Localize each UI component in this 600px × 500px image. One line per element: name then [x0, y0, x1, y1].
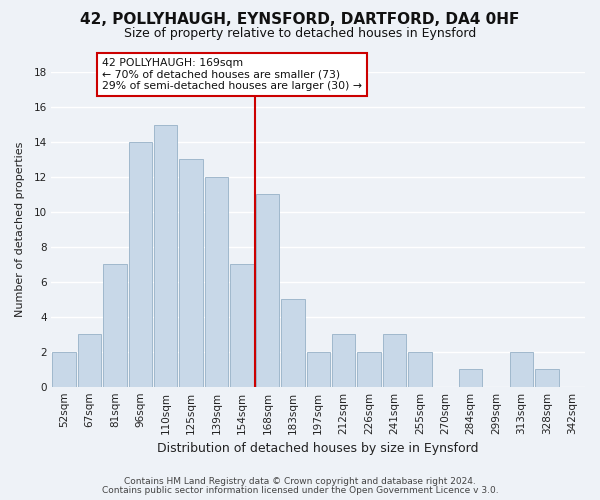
Bar — [383, 334, 406, 386]
Text: Contains HM Land Registry data © Crown copyright and database right 2024.: Contains HM Land Registry data © Crown c… — [124, 477, 476, 486]
Bar — [128, 142, 152, 386]
Bar — [459, 369, 482, 386]
Text: 42 POLLYHAUGH: 169sqm
← 70% of detached houses are smaller (73)
29% of semi-deta: 42 POLLYHAUGH: 169sqm ← 70% of detached … — [102, 58, 362, 92]
X-axis label: Distribution of detached houses by size in Eynsford: Distribution of detached houses by size … — [157, 442, 479, 455]
Bar — [78, 334, 101, 386]
Bar — [103, 264, 127, 386]
Bar — [52, 352, 76, 386]
Bar — [408, 352, 431, 386]
Bar — [154, 124, 178, 386]
Bar — [256, 194, 279, 386]
Text: 42, POLLYHAUGH, EYNSFORD, DARTFORD, DA4 0HF: 42, POLLYHAUGH, EYNSFORD, DARTFORD, DA4 … — [80, 12, 520, 28]
Y-axis label: Number of detached properties: Number of detached properties — [15, 142, 25, 317]
Bar — [179, 160, 203, 386]
Bar — [358, 352, 381, 386]
Text: Contains public sector information licensed under the Open Government Licence v : Contains public sector information licen… — [101, 486, 499, 495]
Bar — [230, 264, 254, 386]
Bar — [307, 352, 330, 386]
Bar — [535, 369, 559, 386]
Bar — [510, 352, 533, 386]
Bar — [281, 300, 305, 386]
Text: Size of property relative to detached houses in Eynsford: Size of property relative to detached ho… — [124, 28, 476, 40]
Bar — [332, 334, 355, 386]
Bar — [205, 177, 228, 386]
